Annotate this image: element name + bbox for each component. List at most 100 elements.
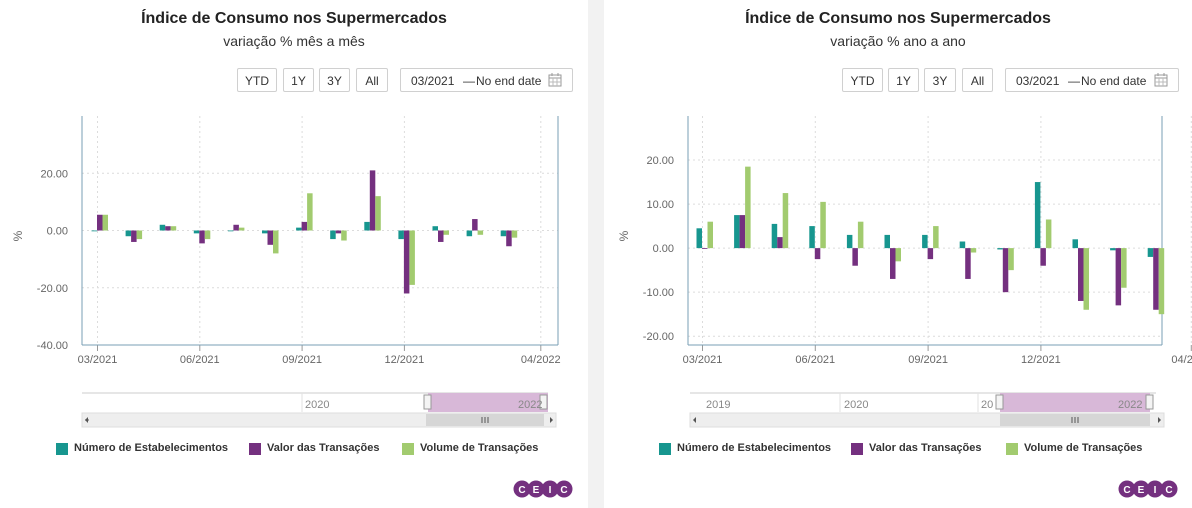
bar-volume[interactable] xyxy=(102,214,109,231)
bar-numero[interactable] xyxy=(364,221,370,231)
bar-numero[interactable] xyxy=(809,226,815,249)
range-all-button[interactable]: All xyxy=(356,68,388,92)
bar-valor[interactable] xyxy=(233,224,239,231)
bar-numero[interactable] xyxy=(922,234,928,249)
bar-volume[interactable] xyxy=(782,193,789,249)
bar-volume[interactable] xyxy=(1008,248,1014,271)
scroll-left-icon[interactable] xyxy=(693,417,696,423)
date-range-picker[interactable]: 03/2021 — No end date xyxy=(400,68,573,92)
bar-valor[interactable] xyxy=(1002,248,1009,293)
range-3y-button[interactable]: 3Y xyxy=(319,68,350,92)
bar-numero[interactable] xyxy=(1110,248,1116,251)
bar-numero[interactable] xyxy=(1072,239,1079,249)
bar-valor[interactable] xyxy=(335,230,342,234)
range-ytd-button[interactable]: YTD xyxy=(842,68,883,92)
bar-volume[interactable] xyxy=(1158,248,1165,315)
bar-volume[interactable] xyxy=(745,166,751,249)
bar-volume[interactable] xyxy=(857,221,864,249)
scroll-right-icon[interactable] xyxy=(550,417,553,423)
navigator[interactable]: 2019 2020 20 2022 xyxy=(688,392,1168,428)
bar-volume[interactable] xyxy=(238,227,245,231)
bar-numero[interactable] xyxy=(734,215,740,249)
bar-volume[interactable] xyxy=(477,230,484,235)
bar-valor[interactable] xyxy=(506,230,512,247)
bar-numero[interactable] xyxy=(884,234,891,249)
bar-volume[interactable] xyxy=(820,201,826,249)
navigator-selection[interactable] xyxy=(428,393,548,412)
bar-valor[interactable] xyxy=(1040,248,1046,266)
bar-volume[interactable] xyxy=(970,248,977,253)
range-ytd-button[interactable]: YTD xyxy=(237,68,277,92)
bar-volume[interactable] xyxy=(933,226,939,249)
navigator-handle-right[interactable] xyxy=(539,394,548,410)
bar-numero[interactable] xyxy=(262,230,268,234)
bar-valor[interactable] xyxy=(1078,248,1084,301)
bar-volume[interactable] xyxy=(1121,248,1127,288)
bar-valor[interactable] xyxy=(472,219,478,231)
navigator-handle-right[interactable] xyxy=(1145,394,1154,410)
navigator-handle-left[interactable] xyxy=(423,394,432,410)
bar-volume[interactable] xyxy=(136,230,143,240)
bar-valor[interactable] xyxy=(777,237,783,249)
bar-numero[interactable] xyxy=(500,230,507,237)
bar-numero[interactable] xyxy=(1147,248,1154,257)
bar-numero[interactable] xyxy=(466,230,473,237)
bar-valor[interactable] xyxy=(438,230,444,242)
bar-valor[interactable] xyxy=(199,230,205,244)
bar-volume[interactable] xyxy=(341,230,347,241)
bar-valor[interactable] xyxy=(702,248,708,249)
bar-valor[interactable] xyxy=(267,230,274,245)
range-3y-button[interactable]: 3Y xyxy=(924,68,956,92)
bar-volume[interactable] xyxy=(895,248,902,262)
bar-valor[interactable] xyxy=(965,248,971,279)
bar-numero[interactable] xyxy=(330,230,336,240)
date-range-picker[interactable]: 03/2021 — No end date xyxy=(1005,68,1179,92)
bar-valor[interactable] xyxy=(852,248,858,266)
bar-valor[interactable] xyxy=(403,230,410,294)
bar-numero[interactable] xyxy=(696,228,703,249)
navigator-selection[interactable] xyxy=(1000,393,1150,412)
bar-volume[interactable] xyxy=(707,221,714,249)
bar-numero[interactable] xyxy=(1034,182,1041,249)
bar-valor[interactable] xyxy=(131,230,137,242)
bar-valor[interactable] xyxy=(165,226,171,231)
bar-volume[interactable] xyxy=(511,230,518,238)
bar-numero[interactable] xyxy=(91,230,98,232)
bar-valor[interactable] xyxy=(814,248,821,260)
bar-volume[interactable] xyxy=(409,230,415,285)
range-1y-button[interactable]: 1Y xyxy=(888,68,919,92)
bar-numero[interactable] xyxy=(997,248,1003,250)
bar-volume[interactable] xyxy=(443,230,450,235)
navigator-handle-left[interactable] xyxy=(995,394,1004,410)
range-1y-button[interactable]: 1Y xyxy=(283,68,314,92)
bar-numero[interactable] xyxy=(771,223,778,249)
bar-valor[interactable] xyxy=(927,248,934,260)
bar-numero[interactable] xyxy=(959,241,966,249)
bar-numero[interactable] xyxy=(846,234,853,249)
bar-numero[interactable] xyxy=(193,230,200,234)
bar-volume[interactable] xyxy=(375,196,381,231)
range-all-button[interactable]: All xyxy=(962,68,993,92)
bar-valor[interactable] xyxy=(1153,248,1159,310)
bar-numero[interactable] xyxy=(296,227,302,231)
bar-valor[interactable] xyxy=(739,215,746,249)
bar-volume[interactable] xyxy=(204,230,211,240)
navigator[interactable]: 2020 2022 xyxy=(80,392,560,428)
bar-volume[interactable] xyxy=(1045,219,1052,249)
bar-numero[interactable] xyxy=(432,226,439,231)
bar-volume[interactable] xyxy=(273,230,279,254)
bar-valor[interactable] xyxy=(301,221,308,231)
scroll-right-icon[interactable] xyxy=(1158,417,1161,423)
bar-valor[interactable] xyxy=(890,248,896,279)
bar-valor[interactable] xyxy=(1115,248,1122,306)
bar-numero[interactable] xyxy=(159,224,166,231)
bar-volume[interactable] xyxy=(307,193,313,231)
bar-numero[interactable] xyxy=(125,230,132,237)
bar-valor[interactable] xyxy=(97,214,103,231)
bar-volume[interactable] xyxy=(170,226,177,231)
bar-valor[interactable] xyxy=(369,170,376,231)
bar-numero[interactable] xyxy=(227,230,234,232)
bar-volume[interactable] xyxy=(1083,248,1090,310)
